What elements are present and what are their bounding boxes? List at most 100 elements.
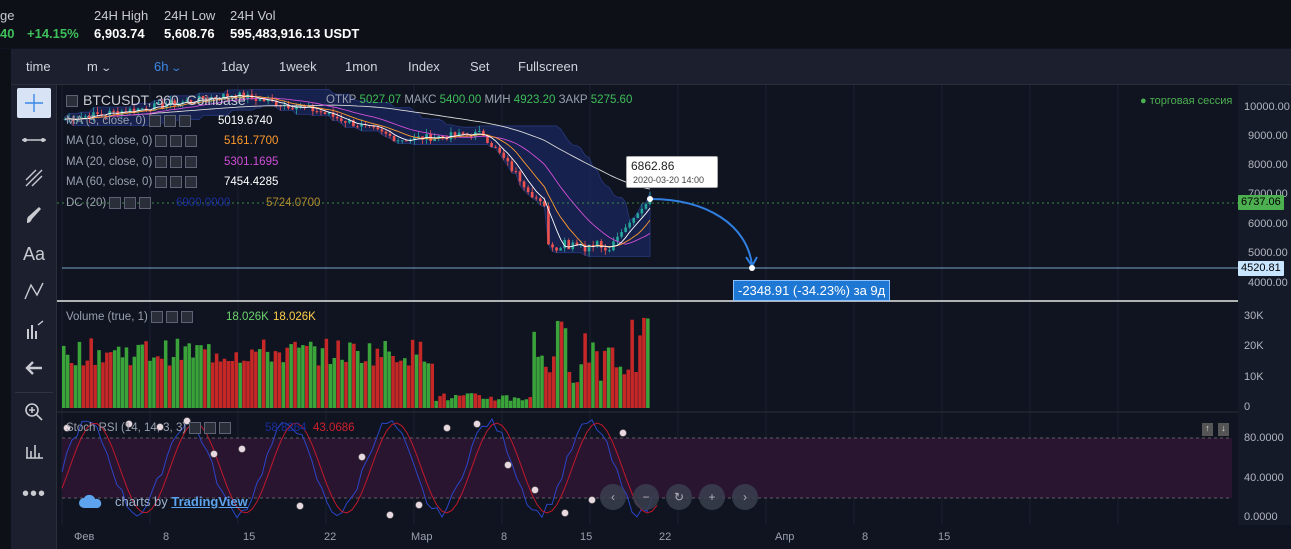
pane-down-icon[interactable]: ↓ xyxy=(1218,423,1229,436)
volume-bar xyxy=(638,335,642,408)
candle-body xyxy=(157,102,160,104)
gear-icon[interactable] xyxy=(165,311,178,323)
close-icon[interactable] xyxy=(178,115,191,127)
session-indicator: ● торговая сессия xyxy=(1140,95,1232,107)
eye-icon[interactable] xyxy=(148,115,161,127)
volume-bar xyxy=(85,360,90,408)
measure-end-point[interactable] xyxy=(749,265,755,271)
volume-bar xyxy=(289,344,293,408)
volume-bar xyxy=(489,396,493,408)
gear-icon[interactable] xyxy=(170,135,183,147)
interval-1day[interactable]: 1day xyxy=(221,59,250,74)
scroll-left-icon[interactable]: ‹ xyxy=(600,484,626,510)
collapse-icon[interactable] xyxy=(66,95,78,108)
candle-body xyxy=(534,197,538,199)
candle-body xyxy=(543,201,546,207)
gear-icon[interactable] xyxy=(170,176,183,188)
volume-tick: 30K xyxy=(1244,310,1264,322)
volume-bar xyxy=(93,364,97,408)
ma60-label: MA (60, close, 0) xyxy=(66,176,198,188)
crosshair-icon[interactable] xyxy=(17,88,51,118)
eye-icon[interactable] xyxy=(155,135,168,147)
volume-value-a: 18.026K xyxy=(226,311,269,323)
rsi-marker xyxy=(588,496,596,504)
interval-1week[interactable]: 1week xyxy=(279,59,317,74)
rsi-k-value: 58.8264 xyxy=(265,422,307,434)
gear-icon[interactable] xyxy=(170,156,183,168)
volume-bar xyxy=(399,360,403,408)
candle-body xyxy=(331,112,335,117)
pane-up-icon[interactable]: ↑ xyxy=(1202,423,1213,436)
volume-bar xyxy=(250,349,254,408)
price-tick: 8000.00 xyxy=(1248,159,1288,171)
volume-bar xyxy=(536,356,540,408)
price-scale[interactable] xyxy=(1238,85,1291,525)
gear-icon[interactable] xyxy=(163,115,176,127)
back-arrow-icon[interactable] xyxy=(17,353,51,383)
zoom-out-icon[interactable]: − xyxy=(633,484,659,510)
time-button[interactable]: time xyxy=(26,59,51,74)
candle-body xyxy=(490,142,493,147)
zoom-in-icon[interactable] xyxy=(17,397,51,427)
close-icon[interactable] xyxy=(185,156,198,168)
eye-icon[interactable] xyxy=(189,422,202,434)
pattern-icon[interactable] xyxy=(17,277,51,307)
brush-icon[interactable] xyxy=(17,201,51,231)
close-icon[interactable] xyxy=(180,311,193,323)
volume-bar xyxy=(105,352,109,408)
candle-body xyxy=(311,105,315,112)
close-icon[interactable] xyxy=(139,197,152,209)
measure-start-point[interactable] xyxy=(647,196,653,202)
fib-tool-icon[interactable] xyxy=(17,163,51,193)
minute-dropdown[interactable]: m ⌄ xyxy=(87,49,112,85)
tradingview-branding[interactable]: charts by TradingView xyxy=(79,494,248,509)
reset-icon[interactable]: ↻ xyxy=(666,484,692,510)
candle-body xyxy=(169,100,172,106)
candle-body xyxy=(63,119,67,121)
candle-body xyxy=(514,171,518,173)
current-price-badge: 6737.06 xyxy=(1238,195,1284,210)
volume-bar xyxy=(73,365,78,408)
volume-bar xyxy=(305,345,309,408)
measure-icon[interactable] xyxy=(17,435,51,465)
eye-icon[interactable] xyxy=(155,156,168,168)
text-tool-icon[interactable]: Aa xyxy=(22,243,46,264)
index-button[interactable]: Index xyxy=(408,59,440,74)
rsi-markers xyxy=(63,417,627,519)
scroll-right-icon[interactable]: › xyxy=(732,484,758,510)
volume-bar xyxy=(207,344,211,408)
zoom-in-button-icon[interactable]: + xyxy=(699,484,725,510)
gear-icon[interactable] xyxy=(124,197,137,209)
prediction-icon[interactable] xyxy=(17,315,51,345)
time-tick: Фев xyxy=(74,531,95,543)
volume-bar xyxy=(136,344,140,408)
volume-tick: 0 xyxy=(1244,401,1251,413)
volume-bar xyxy=(285,347,289,408)
volume-bar xyxy=(473,393,478,408)
candle-body xyxy=(75,119,79,121)
time-tick: 15 xyxy=(580,531,593,543)
volume-bar xyxy=(293,341,297,408)
set-button[interactable]: Set xyxy=(470,59,490,74)
symbol-text: BTCUSDT, 360, Coinbase xyxy=(83,92,246,108)
chart-canvas[interactable] xyxy=(57,85,1238,525)
eye-icon[interactable] xyxy=(150,311,163,323)
hour-dropdown[interactable]: 6h ⌄ xyxy=(154,49,183,85)
eye-icon[interactable] xyxy=(109,197,122,209)
close-icon[interactable] xyxy=(219,422,232,434)
close-icon[interactable] xyxy=(185,135,198,147)
volume-bar xyxy=(367,343,372,408)
trend-line-icon[interactable] xyxy=(17,125,51,155)
close-icon[interactable] xyxy=(185,176,198,188)
eye-icon[interactable] xyxy=(155,176,168,188)
fullscreen-button[interactable]: Fullscreen xyxy=(518,59,578,74)
candle-body xyxy=(461,132,465,135)
volume-bar xyxy=(116,346,121,408)
volume-bar xyxy=(109,352,113,408)
rsi-label: Stoch RSI (14, 14, 3, 3) xyxy=(66,422,232,434)
time-axis[interactable]: Фев 8 15 22 Мар 8 15 22 Апр 8 15 xyxy=(57,525,1291,549)
interval-1mon[interactable]: 1mon xyxy=(345,59,378,74)
volume-bar xyxy=(199,345,203,408)
more-icon[interactable]: ••• xyxy=(21,482,46,505)
gear-icon[interactable] xyxy=(204,422,217,434)
